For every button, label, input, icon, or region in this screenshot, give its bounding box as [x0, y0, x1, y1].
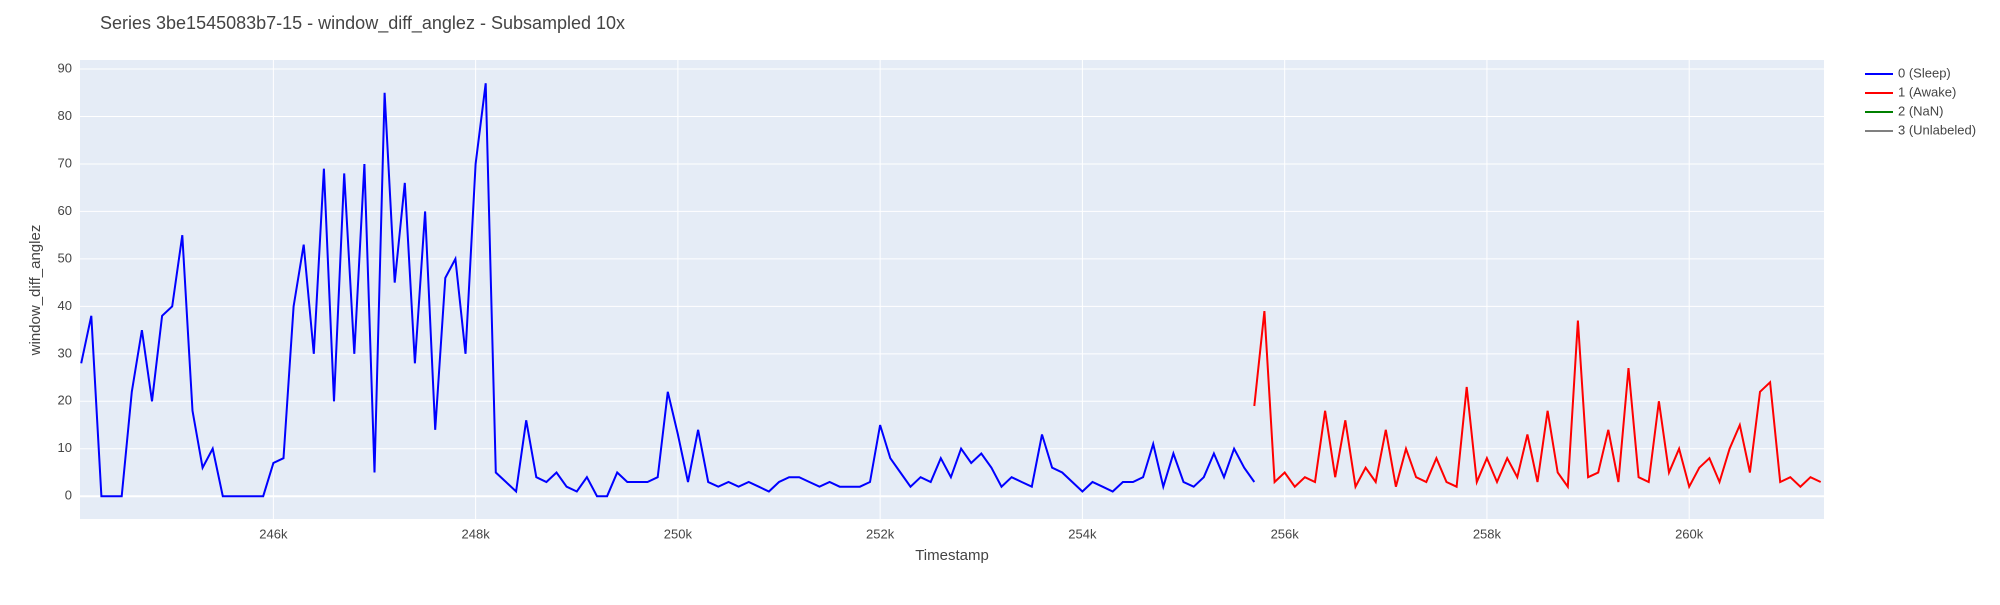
x-tick-label: 248k	[462, 526, 491, 541]
x-tick-label: 250k	[664, 526, 693, 541]
y-axis-title: window_diff_anglez	[27, 225, 44, 357]
series-line	[1253, 310, 1822, 490]
legend-label: 1 (Awake)	[1898, 84, 1956, 99]
legend-label: 0 (Sleep)	[1898, 65, 1951, 80]
x-tick-label: 258k	[1473, 526, 1502, 541]
y-tick-label: 50	[58, 250, 72, 265]
legend-label: 3 (Unlabeled)	[1898, 122, 1976, 137]
x-tick-label: 256k	[1271, 526, 1300, 541]
y-tick-label: 0	[65, 488, 72, 503]
x-tick-label: 252k	[866, 526, 895, 541]
x-tick-label: 246k	[259, 526, 288, 541]
plot-area	[80, 60, 1824, 519]
x-tick-label: 254k	[1068, 526, 1097, 541]
y-tick-label: 60	[58, 203, 72, 218]
x-axis-title: Timestamp	[915, 547, 989, 564]
y-tick-label: 30	[58, 345, 72, 360]
y-tick-label: 80	[58, 108, 72, 123]
chart-title: Series 3be1545083b7-15 - window_diff_ang…	[100, 13, 625, 34]
y-tick-label: 10	[58, 440, 72, 455]
legend-label: 2 (NaN)	[1898, 103, 1944, 118]
y-tick-label: 70	[58, 155, 72, 170]
x-tick-label: 260k	[1675, 526, 1704, 541]
y-tick-label: 90	[58, 60, 72, 75]
y-tick-label: 40	[58, 298, 72, 313]
series-line	[80, 83, 1256, 498]
y-tick-label: 20	[58, 393, 72, 408]
